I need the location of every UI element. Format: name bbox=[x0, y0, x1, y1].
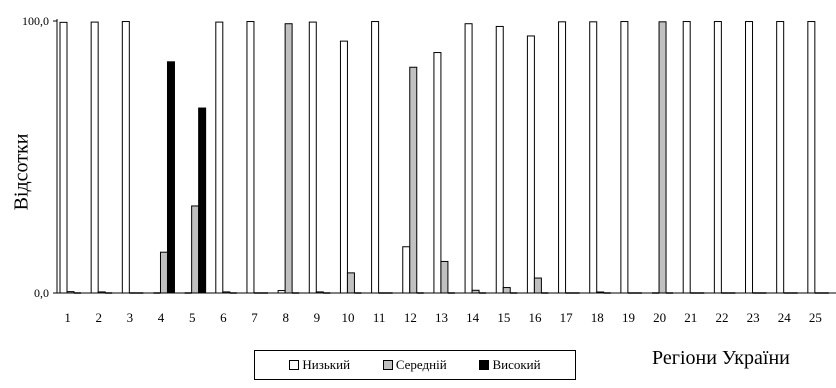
bar-low bbox=[246, 21, 255, 294]
x-tick-label: 12 bbox=[404, 310, 417, 325]
bar-low bbox=[620, 21, 629, 294]
bar-medium bbox=[66, 291, 75, 294]
x-tick-label: 24 bbox=[778, 310, 792, 325]
y-tick-label: 0,0 bbox=[34, 286, 49, 300]
bar-low bbox=[121, 21, 130, 294]
bar-low bbox=[526, 35, 535, 294]
bar-low bbox=[308, 21, 317, 294]
legend-swatch-high bbox=[479, 360, 490, 370]
x-tick-label: 23 bbox=[747, 310, 760, 325]
bar-medium bbox=[191, 205, 200, 294]
x-tick-label: 19 bbox=[622, 310, 635, 325]
x-tick-label: 25 bbox=[809, 310, 822, 325]
bar-medium bbox=[97, 291, 106, 294]
bar-low bbox=[558, 21, 567, 294]
bar-medium bbox=[658, 21, 667, 294]
bar-low bbox=[745, 21, 754, 294]
bar-high bbox=[166, 61, 175, 294]
legend: Низький Середній Високий bbox=[254, 350, 576, 380]
legend-swatch-low bbox=[289, 360, 300, 370]
x-axis-label: Регіони України bbox=[652, 347, 790, 369]
bar-medium bbox=[471, 289, 480, 294]
bar-low bbox=[464, 23, 473, 294]
bar-low bbox=[59, 21, 68, 294]
bar-medium bbox=[222, 291, 231, 294]
bar-low bbox=[371, 21, 380, 294]
bar-medium bbox=[159, 251, 168, 294]
bar-low bbox=[807, 21, 816, 294]
legend-swatch-medium bbox=[382, 360, 393, 370]
bar-medium bbox=[533, 277, 542, 294]
y-axis-label: Відсотки bbox=[10, 133, 33, 211]
bar-low bbox=[90, 21, 99, 294]
bar-low bbox=[713, 21, 722, 294]
bar-low bbox=[589, 21, 598, 294]
bar-low bbox=[776, 21, 785, 294]
x-tick-label: 16 bbox=[528, 310, 542, 325]
bar-medium bbox=[315, 291, 324, 294]
x-tick-label: 2 bbox=[95, 310, 102, 325]
bar-medium bbox=[502, 287, 511, 294]
legend-item-high: Високий bbox=[479, 357, 541, 373]
x-tick-label: 13 bbox=[435, 310, 448, 325]
x-tick-label: 1 bbox=[64, 310, 71, 325]
legend-label-high: Високий bbox=[492, 357, 541, 372]
x-tick-label: 10 bbox=[342, 310, 355, 325]
bar-medium bbox=[346, 272, 355, 294]
bar-medium bbox=[409, 66, 418, 294]
legend-item-low: Низький bbox=[289, 357, 350, 373]
x-tick-label: 9 bbox=[314, 310, 321, 325]
x-tick-label: 11 bbox=[373, 310, 386, 325]
x-tick-label: 4 bbox=[158, 310, 165, 325]
x-tick-label: 17 bbox=[560, 310, 574, 325]
x-tick-label: 6 bbox=[220, 310, 227, 325]
x-tick-label: 7 bbox=[251, 310, 258, 325]
bar-low bbox=[402, 246, 411, 294]
bar-low bbox=[495, 25, 504, 294]
x-tick-label: 5 bbox=[189, 310, 196, 325]
x-tick-label: 14 bbox=[466, 310, 480, 325]
bar-low bbox=[277, 290, 286, 294]
legend-label-medium: Середній bbox=[395, 357, 447, 372]
x-tick-label: 18 bbox=[591, 310, 604, 325]
x-tick-label: 8 bbox=[282, 310, 289, 325]
bar-high bbox=[198, 107, 207, 294]
x-tick-label: 3 bbox=[127, 310, 134, 325]
bar-low bbox=[433, 52, 442, 294]
plot-area: 100,00,01 2 3 4 5 6 7 8 9 10 11 12 13 14 15 16 17 18 19 20 2… bbox=[22, 14, 836, 325]
bar-medium bbox=[440, 260, 449, 294]
x-tick-label: 15 bbox=[497, 310, 510, 325]
bar-medium bbox=[284, 23, 293, 294]
x-tick-label: 22 bbox=[715, 310, 728, 325]
legend-item-medium: Середній bbox=[382, 357, 447, 373]
bar-low bbox=[215, 21, 224, 294]
bar-medium bbox=[596, 291, 605, 294]
x-tick-label: 21 bbox=[684, 310, 697, 325]
bar-low bbox=[682, 21, 691, 294]
bar-low bbox=[339, 40, 348, 294]
x-tick-label: 20 bbox=[653, 310, 666, 325]
y-tick-label: 100,0 bbox=[22, 14, 49, 28]
legend-label-low: Низький bbox=[302, 357, 351, 372]
